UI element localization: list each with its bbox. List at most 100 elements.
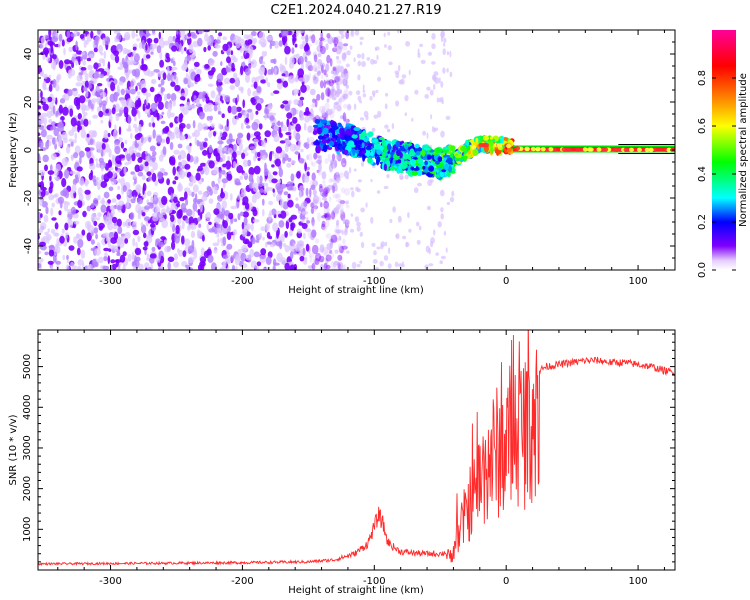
noise-speckle: [160, 78, 165, 86]
signal-blob: [530, 146, 536, 152]
noise-speckle: [319, 39, 323, 49]
noise-speckle: [271, 208, 277, 216]
noise-speckle: [179, 122, 186, 129]
noise-speckle: [242, 159, 249, 167]
noise-speckle: [121, 57, 125, 65]
noise-speckle: [250, 59, 257, 68]
noise-speckle: [102, 232, 110, 237]
noise-speckle: [325, 63, 330, 72]
noise-speckle: [335, 45, 342, 55]
noise-speckle: [42, 103, 49, 112]
noise-speckle: [86, 57, 92, 62]
noise-speckle: [272, 150, 275, 157]
noise-speckle: [331, 107, 334, 114]
noise-speckle: [179, 169, 186, 179]
noise-speckle: [101, 143, 106, 150]
noise-speckle: [314, 60, 320, 71]
signal-blob: [372, 139, 378, 143]
noise-speckle: [113, 245, 119, 252]
noise-speckle: [237, 195, 240, 200]
noise-speckle: [304, 115, 310, 123]
noise-speckle: [312, 51, 318, 59]
noise-speckle: [130, 80, 135, 88]
noise-speckle: [329, 111, 335, 119]
noise-speckle: [90, 169, 93, 177]
noise-speckle: [110, 259, 116, 264]
noise-speckle: [172, 60, 176, 67]
noise-speckle: [234, 256, 241, 266]
noise-speckle: [206, 223, 210, 231]
noise-speckle: [294, 151, 300, 155]
noise-speckle: [181, 235, 185, 245]
noise-speckle: [129, 88, 136, 95]
noise-speckle: [167, 73, 171, 82]
noise-speckle: [307, 153, 313, 162]
noise-speckle: [160, 120, 166, 125]
noise-speckle: [172, 35, 176, 42]
noise-speckle: [94, 91, 101, 97]
noise-speckle: [256, 151, 261, 158]
noise-speckle: [343, 43, 349, 47]
noise-speckle: [255, 110, 259, 115]
noise-speckle: [449, 50, 452, 58]
noise-speckle: [254, 191, 262, 199]
noise-speckle: [162, 72, 167, 81]
noise-speckle: [387, 45, 392, 51]
noise-speckle: [329, 240, 334, 249]
noise-speckle: [326, 33, 331, 39]
noise-speckle: [52, 105, 56, 115]
noise-speckle: [359, 231, 363, 237]
noise-speckle: [230, 255, 235, 263]
noise-speckle: [408, 69, 411, 76]
signal-blob: [587, 147, 593, 152]
noise-speckle: [311, 244, 319, 255]
noise-speckle: [129, 212, 135, 221]
noise-speckle: [330, 210, 334, 218]
noise-speckle: [264, 130, 272, 138]
noise-speckle: [200, 247, 205, 256]
noise-speckle: [326, 108, 333, 116]
noise-speckle: [302, 247, 306, 257]
noise-speckle: [333, 36, 339, 46]
noise-speckle: [217, 111, 222, 115]
noise-speckle: [217, 145, 223, 154]
noise-speckle: [96, 96, 103, 104]
noise-speckle: [343, 103, 348, 109]
noise-speckle: [251, 237, 256, 245]
noise-speckle: [54, 232, 60, 237]
noise-speckle: [158, 83, 162, 88]
noise-speckle: [376, 190, 381, 194]
noise-speckle: [323, 200, 330, 209]
signal-blob: [415, 150, 421, 156]
noise-speckle: [158, 200, 162, 206]
noise-speckle: [84, 189, 91, 195]
snr-marks: [38, 330, 675, 567]
noise-speckle: [332, 66, 337, 71]
noise-speckle: [103, 247, 110, 252]
noise-speckle: [304, 228, 312, 232]
noise-speckle: [88, 163, 96, 171]
noise-speckle: [93, 62, 99, 70]
noise-speckle: [324, 110, 329, 121]
noise-speckle: [80, 249, 86, 259]
noise-speckle: [135, 33, 138, 37]
noise-speckle: [287, 193, 291, 199]
noise-speckle: [151, 79, 154, 84]
noise-speckle: [310, 231, 315, 241]
signal-blob: [312, 124, 319, 128]
noise-speckle: [216, 232, 220, 238]
noise-speckle: [313, 198, 318, 206]
noise-speckle: [359, 100, 363, 104]
noise-speckle: [297, 68, 305, 78]
noise-speckle: [188, 43, 194, 54]
noise-speckle: [157, 171, 163, 180]
signal-blob: [322, 127, 329, 135]
noise-speckle: [40, 90, 43, 99]
noise-speckle: [54, 222, 59, 230]
noise-speckle: [280, 257, 287, 265]
noise-speckle: [245, 73, 250, 83]
noise-speckle: [251, 121, 259, 131]
noise-speckle: [326, 54, 331, 64]
signal-blob: [540, 147, 546, 152]
noise-speckle: [327, 88, 330, 97]
